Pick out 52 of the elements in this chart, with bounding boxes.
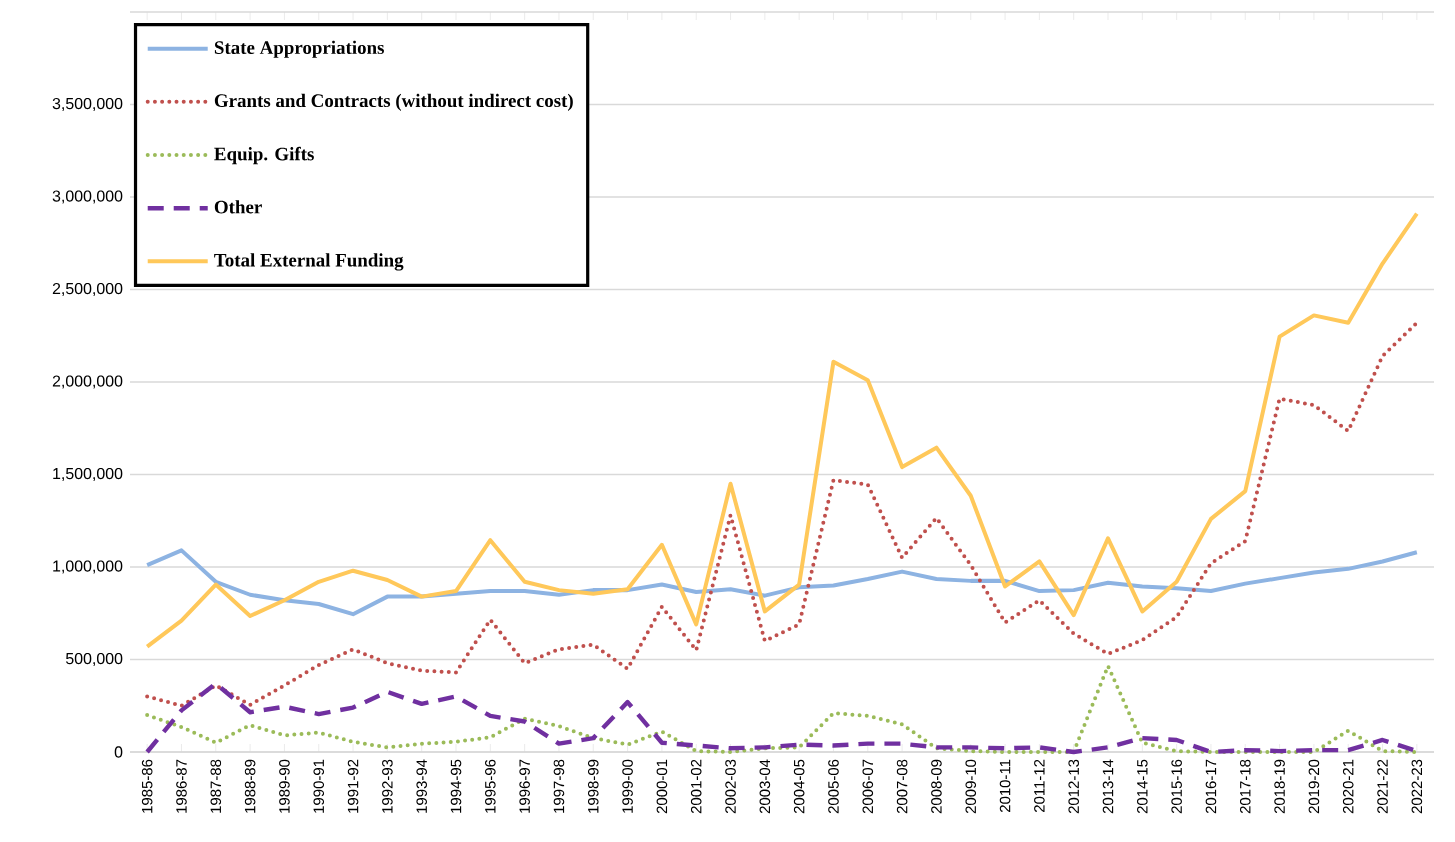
x-tick-label: 1995-96 (485, 759, 496, 813)
x-tick-label: 2010-11 (999, 759, 1011, 813)
x-tick-label: 1989-90 (279, 759, 290, 813)
x-tick-label: 2012-13 (1068, 759, 1079, 814)
line-series (145, 320, 1419, 708)
y-tick-label: 500,000 (65, 652, 123, 667)
x-tick-label: 1998-99 (587, 759, 599, 813)
x-tick-label: 2003-04 (759, 759, 771, 814)
legend-label: Total External Funding (214, 253, 404, 271)
x-tick-label: 2004-05 (793, 759, 805, 814)
x-tick-label: 2007-08 (896, 759, 908, 814)
legend-label: Other (214, 200, 262, 214)
x-tick-label: 2017-18 (1239, 759, 1251, 814)
x-tick-label: 2006-07 (862, 759, 874, 814)
y-tick-label: 1,000,000 (53, 560, 123, 574)
y-tick-label: 1,500,000 (53, 467, 123, 482)
x-tick-label: 2020-21 (1342, 759, 1354, 814)
y-tick-label: 2,000,000 (52, 375, 123, 389)
x-tick-label: 2005-06 (828, 759, 839, 814)
x-tick-label: 2002-03 (725, 759, 736, 814)
x-tick-label: 1986-87 (176, 759, 187, 813)
x-tick-label: 1993-94 (416, 759, 427, 813)
x-tick-label: 1999-00 (622, 759, 633, 813)
x-tick-label: 2013-14 (1102, 759, 1114, 814)
x-tick-label: 1988-89 (244, 759, 256, 813)
x-tick-label: 2015-16 (1171, 759, 1182, 814)
x-tick-label: 2019-20 (1308, 759, 1320, 814)
x-tick-label: 1994-95 (450, 759, 462, 813)
x-tick-label: 1985-86 (141, 759, 153, 813)
y-tick-label: 3,000,000 (52, 190, 123, 204)
y-tick-label: 3,500,000 (52, 97, 123, 112)
x-tick-label: 2016-17 (1205, 759, 1217, 814)
x-tick-label: 2008-09 (931, 759, 942, 814)
x-tick-label: 2018-19 (1274, 759, 1285, 814)
x-tick-label: 1991-92 (347, 759, 359, 813)
legend-label: Equip. Gifts (214, 146, 314, 165)
x-tick-label: 2000-01 (656, 759, 668, 814)
x-tick-label: 1996-97 (519, 759, 530, 813)
x-tick-label: 1992-93 (382, 759, 393, 813)
legend-label: State Appropriations (214, 40, 384, 58)
x-tick-label: 2001-02 (690, 759, 702, 814)
x-tick-label: 2011-12 (1034, 759, 1045, 813)
x-tick-label: 2022-23 (1411, 759, 1423, 814)
y-tick-label: 2,500,000 (52, 282, 123, 297)
x-tick-label: 2009-10 (965, 759, 977, 814)
x-tick-label: 1987-88 (210, 759, 222, 813)
legend-label: Grants and Contracts (without indirect cost) (214, 93, 573, 111)
x-tick-label: 1997-98 (553, 759, 565, 813)
x-tick-label: 2021-22 (1377, 759, 1388, 814)
x-tick-label: 1990-91 (313, 759, 325, 813)
x-tick-label: 2014-15 (1137, 759, 1148, 814)
y-tick-label: 0 (114, 746, 123, 758)
